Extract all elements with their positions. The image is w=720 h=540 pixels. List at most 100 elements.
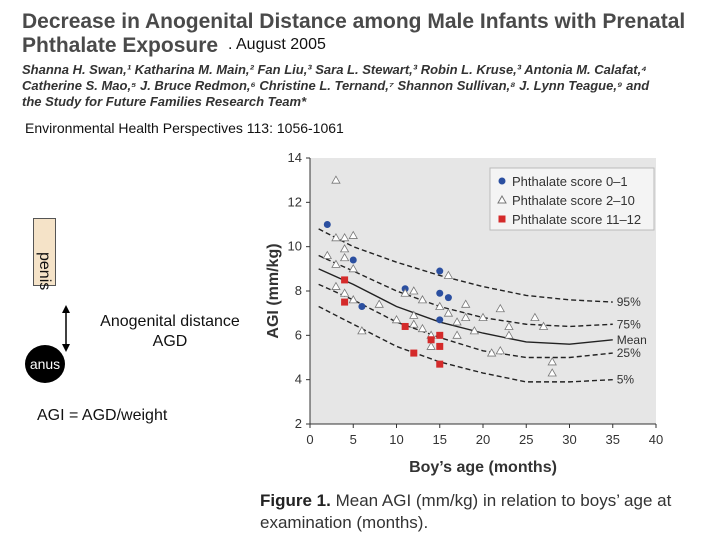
data-point-square <box>436 360 444 368</box>
data-point-triangle <box>495 303 505 313</box>
data-point-circle <box>358 303 366 311</box>
curve-25pct <box>318 283 613 359</box>
y-tick-label: 6 <box>295 327 302 342</box>
legend-label: Phthalate score 11–12 <box>512 212 641 227</box>
data-point-triangle <box>357 326 367 335</box>
x-axis-title: Boy’s age (months) <box>409 459 557 476</box>
data-point-square <box>341 276 349 284</box>
y-tick-label: 12 <box>288 194 302 209</box>
data-point-triangle <box>469 326 480 335</box>
paper-title-line2: Phthalate Exposure <box>22 34 219 57</box>
authors-line1: Shanna H. Swan,¹ Katharina M. Main,² Fan… <box>22 62 647 77</box>
x-tick-label: 30 <box>562 432 576 447</box>
data-point-triangle <box>452 317 462 326</box>
y-tick-label: 8 <box>295 283 302 298</box>
data-point-triangle <box>495 346 505 355</box>
data-point-square <box>436 331 444 339</box>
data-point-circle <box>323 221 331 228</box>
data-point-triangle <box>452 330 462 339</box>
agd-line1: Anogenital distance <box>100 313 240 330</box>
anus-circle: anus <box>25 345 65 383</box>
data-point-square <box>410 349 418 357</box>
x-tick-label: 10 <box>389 432 403 447</box>
legend-marker-square <box>498 215 506 223</box>
data-point-triangle <box>322 250 332 259</box>
data-point-triangle <box>374 299 384 308</box>
curve-label: 95% <box>617 295 641 309</box>
agi-formula: AGI = AGD/weight <box>37 407 168 424</box>
figure-caption: Figure 1. Mean AGI (mm/kg) in relation t… <box>260 490 720 534</box>
legend-marker-circle <box>498 177 506 185</box>
data-point-triangle <box>409 286 419 295</box>
data-point-triangle <box>331 281 341 290</box>
data-point-triangle <box>504 321 514 330</box>
data-point-triangle <box>435 301 445 310</box>
x-tick-label: 40 <box>649 432 663 447</box>
curve-label: 25% <box>617 346 641 360</box>
data-point-square <box>427 336 435 344</box>
curve-95pct <box>318 228 613 303</box>
figure-number: Figure 1. <box>260 491 331 510</box>
paper-title-line1: Decrease in Anogenital Distance among Ma… <box>22 10 686 33</box>
curve-5pct <box>318 305 613 383</box>
data-point-triangle <box>417 323 428 333</box>
data-point-triangle <box>348 295 358 304</box>
data-point-triangle <box>547 357 557 366</box>
authors-line2: Catherine S. Mao,⁵ J. Bruce Redmon,⁶ Chr… <box>22 78 650 93</box>
anus-label: anus <box>29 356 61 372</box>
legend-label: Phthalate score 2–10 <box>512 193 635 208</box>
data-point-square <box>341 298 349 306</box>
data-point-square <box>436 342 444 350</box>
data-point-triangle <box>331 259 341 268</box>
data-point-triangle <box>409 310 419 319</box>
penis-box: penis <box>33 218 56 290</box>
data-point-triangle <box>339 288 350 297</box>
agd-label: Anogenital distance AGD <box>90 312 250 352</box>
x-tick-label: 20 <box>476 432 490 447</box>
data-point-triangle <box>504 330 514 339</box>
data-point-triangle <box>331 232 341 242</box>
data-point-triangle <box>391 315 402 324</box>
data-point-circle <box>349 256 357 264</box>
data-point-triangle <box>547 368 557 377</box>
data-point-circle <box>436 289 444 297</box>
x-tick-label: 5 <box>350 432 357 447</box>
data-point-triangle <box>443 270 454 279</box>
data-point-triangle <box>339 232 350 242</box>
data-point-circle <box>444 294 452 302</box>
data-point-triangle <box>538 321 549 330</box>
data-point-triangle <box>530 312 540 322</box>
data-point-circle <box>436 316 444 324</box>
data-point-triangle <box>461 312 471 322</box>
data-point-circle <box>436 267 444 275</box>
x-tick-label: 35 <box>606 432 620 447</box>
figure-caption-text: Mean AGI (mm/kg) in relation to boys’ ag… <box>260 491 672 532</box>
legend-label: Phthalate score 0–1 <box>512 174 628 189</box>
y-tick-label: 2 <box>295 416 302 431</box>
data-point-triangle <box>461 299 471 308</box>
data-point-triangle <box>486 348 497 357</box>
data-point-triangle <box>417 295 428 304</box>
curve-label: 5% <box>617 373 635 387</box>
data-point-triangle <box>426 341 436 350</box>
author-list: Shanna H. Swan,¹ Katharina M. Main,² Fan… <box>22 62 712 110</box>
authors-line3: the Study for Future Families Research T… <box>22 94 307 109</box>
curve-75pct <box>318 254 613 328</box>
legend-marker-triangle <box>497 194 507 204</box>
publication-date: . August 2005 <box>228 36 326 53</box>
x-tick-label: 25 <box>519 432 533 447</box>
y-axis-title: AGI (mm/kg) <box>265 243 282 338</box>
y-tick-label: 10 <box>288 239 302 254</box>
data-point-triangle <box>339 244 350 253</box>
legend-box <box>489 167 655 231</box>
y-tick-label: 14 <box>288 150 302 165</box>
paper-title: Decrease in Anogenital Distance among Ma… <box>22 10 685 58</box>
data-point-triangle <box>348 264 358 273</box>
curve-label: Mean <box>617 333 647 347</box>
data-point-triangle <box>443 308 454 317</box>
agi-scatter-chart: 0 5 10 15 20 25 30 35 40 2 4 6 8 10 12 14 Boy’s age (mon… <box>265 150 663 476</box>
data-point-triangle <box>348 230 358 239</box>
x-tick-label: 15 <box>433 432 447 447</box>
data-point-triangle <box>400 288 410 297</box>
x-tick-label: 0 <box>306 432 313 447</box>
